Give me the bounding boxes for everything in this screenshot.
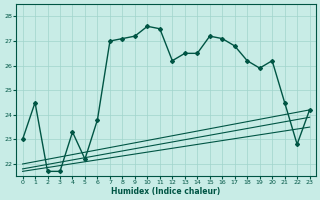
X-axis label: Humidex (Indice chaleur): Humidex (Indice chaleur) (111, 187, 221, 196)
